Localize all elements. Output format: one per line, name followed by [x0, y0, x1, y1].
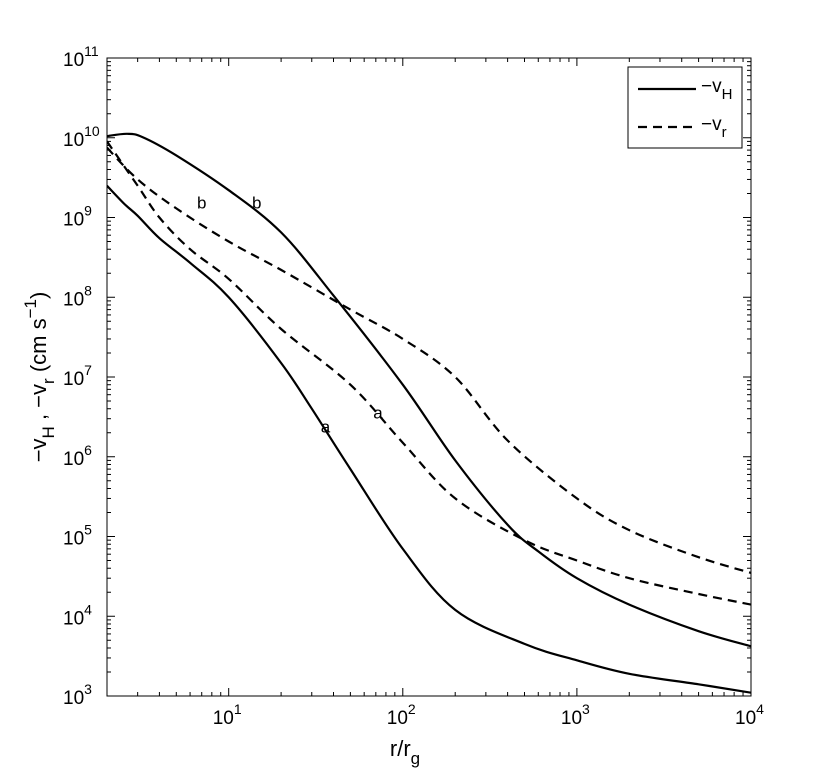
- legend: −vH −vr: [627, 66, 743, 149]
- series-0-solid-line: [107, 132, 751, 648]
- y-tick-label: 106: [63, 442, 92, 470]
- series-1-solid-line: [107, 185, 751, 694]
- series-3-dashed-line: [107, 140, 751, 606]
- curve-label-a: a: [321, 418, 331, 437]
- legend-entry-vr: −vr: [701, 114, 727, 141]
- y-tick-label: 108: [63, 282, 92, 310]
- curve-label-b: b: [252, 193, 261, 212]
- y-tick-label: 104: [63, 601, 92, 629]
- y-tick-label: 1011: [63, 43, 99, 71]
- tick-marks: [106, 57, 752, 697]
- y-axis-label: −vH , −vr (cm s−1): [21, 292, 58, 463]
- curve-labels: b a b a: [197, 193, 383, 436]
- x-tick-label: 104: [735, 701, 764, 729]
- plot-frame: [106, 57, 752, 697]
- x-tick-label: 103: [561, 701, 590, 729]
- x-tick-label: 102: [387, 701, 416, 729]
- y-tick-label: 109: [63, 203, 92, 231]
- legend-entry-vh: −vH: [701, 76, 732, 103]
- tick-labels: 103 104 105 106 107 108 109 1010 1011 101 102 103 10…: [63, 43, 764, 729]
- y-tick-label: 1010: [63, 123, 100, 151]
- x-axis-label: r/rg: [390, 736, 420, 768]
- legend-box: [627, 66, 743, 149]
- y-tick-label: 103: [63, 681, 92, 709]
- x-tick-label: 101: [213, 701, 242, 729]
- curve-label-a: a: [373, 404, 383, 423]
- series-group: [107, 132, 751, 694]
- series-2-dashed-line: [107, 146, 751, 574]
- curve-label-b: b: [197, 193, 206, 212]
- y-tick-label: 107: [63, 362, 92, 390]
- y-tick-label: 105: [63, 522, 92, 550]
